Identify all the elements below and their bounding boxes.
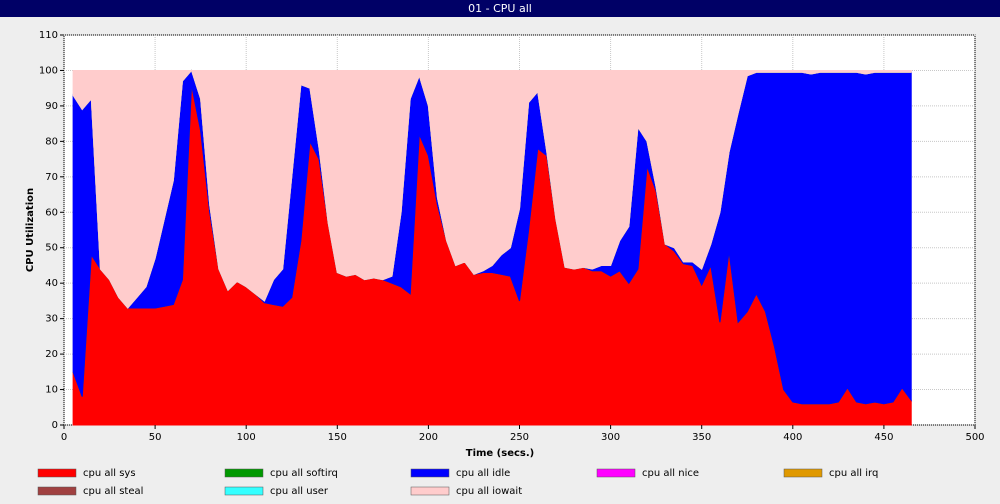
x-tick-label: 0 — [61, 432, 67, 443]
area — [72, 69, 912, 309]
legend-label: cpu all idle — [456, 468, 510, 479]
y-tick-label: 110 — [39, 30, 58, 41]
legend-swatch — [37, 468, 77, 478]
x-axis-label: Time (secs.) — [466, 448, 535, 459]
legend-label: cpu all steal — [83, 486, 143, 497]
y-tick-label: 20 — [45, 349, 58, 360]
legend-swatch — [224, 486, 264, 496]
y-tick-label: 80 — [45, 136, 58, 147]
x-tick-label: 200 — [419, 432, 438, 443]
legend-swatch — [596, 468, 636, 478]
x-tick-label: 150 — [328, 432, 347, 443]
legend-label: cpu all softirq — [270, 468, 338, 479]
chart-title: 01 - CPU all — [468, 2, 532, 15]
legend-label: cpu all irq — [829, 468, 878, 479]
x-tick-label: 400 — [783, 432, 802, 443]
legend-label: cpu all sys — [83, 468, 136, 479]
legend-label: cpu all user — [270, 486, 329, 497]
legend: cpu all sys cpu all softirq cpu all idle cp… — [37, 468, 878, 497]
legend-swatch — [224, 468, 264, 478]
x-tick-label: 350 — [692, 432, 711, 443]
y-tick-label: 50 — [45, 243, 58, 254]
title-bar — [0, 0, 1000, 17]
legend-label: cpu all nice — [642, 468, 699, 479]
x-tick-label: 450 — [874, 432, 893, 443]
legend-swatch — [410, 486, 450, 496]
y-axis-label: CPU Utilization — [25, 188, 36, 272]
y-tick-label: 10 — [45, 385, 58, 396]
areas — [72, 69, 912, 426]
y-tick-label: 0 — [52, 420, 58, 431]
y-tick-label: 40 — [45, 278, 58, 289]
x-tick-label: 50 — [149, 432, 162, 443]
y-tick-label: 60 — [45, 207, 58, 218]
x-tick-label: 300 — [601, 432, 620, 443]
y-tick-label: 90 — [45, 101, 58, 112]
y-tick-label: 30 — [45, 314, 58, 325]
y-tick-label: 70 — [45, 172, 58, 183]
legend-swatch — [410, 468, 450, 478]
x-tick-label: 500 — [965, 432, 984, 443]
axes: 0 10 20 30 40 50 60 70 80 90 100 110 0 50 100 150 200 250… — [39, 30, 985, 443]
legend-swatch — [783, 468, 823, 478]
legend-swatch — [37, 486, 77, 496]
y-tick-label: 100 — [39, 65, 58, 76]
legend-label: cpu all iowait — [456, 486, 522, 497]
x-tick-label: 250 — [510, 432, 529, 443]
x-tick-label: 100 — [237, 432, 256, 443]
